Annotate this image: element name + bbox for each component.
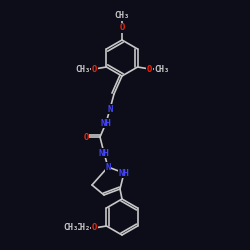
Text: CH₃: CH₃: [63, 224, 78, 232]
Text: CH₂: CH₂: [75, 224, 90, 232]
Text: NH: NH: [100, 118, 112, 128]
Text: O: O: [147, 64, 152, 74]
Text: CH₃: CH₃: [154, 64, 169, 74]
Text: CH₃: CH₃: [114, 12, 130, 20]
Text: O: O: [92, 224, 97, 232]
Text: NH: NH: [119, 168, 130, 177]
Text: NH: NH: [98, 148, 110, 158]
Text: O: O: [83, 132, 89, 141]
Text: O: O: [119, 24, 125, 32]
Text: CH₃: CH₃: [75, 64, 90, 74]
Text: N: N: [105, 162, 111, 172]
Text: N: N: [107, 104, 113, 114]
Text: O: O: [92, 64, 97, 74]
